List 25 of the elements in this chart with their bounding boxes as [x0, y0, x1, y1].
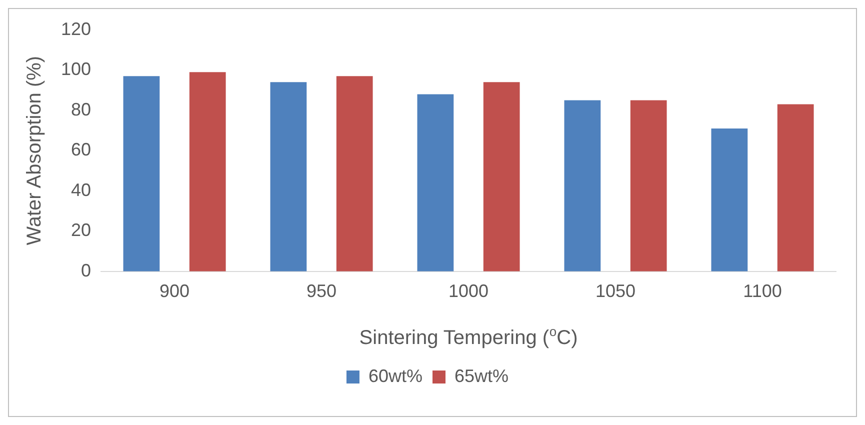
y-tick-label: 80 [71, 99, 92, 120]
y-tick-label: 60 [71, 140, 92, 160]
bar [630, 100, 667, 272]
y-tick-label: 100 [60, 59, 92, 80]
bar [336, 76, 373, 272]
legend-label: 60wt% [368, 366, 423, 386]
y-tick-label: 40 [71, 180, 92, 200]
legend-label: 65wt% [454, 366, 509, 386]
bar [189, 72, 226, 272]
bar [711, 128, 748, 272]
y-axis-title: Water Absorption (%) [24, 56, 46, 246]
bar [270, 82, 307, 272]
x-tick-label: 1000 [448, 281, 489, 302]
bar [123, 76, 160, 272]
bar [777, 104, 814, 272]
y-tick-label: 120 [60, 18, 92, 39]
y-tick-label: 20 [71, 220, 92, 240]
x-tick-label: 900 [160, 281, 190, 302]
bar [483, 82, 520, 272]
y-tick-label: 0 [81, 260, 92, 280]
x-tick-label: 1050 [595, 281, 636, 302]
bar [564, 100, 601, 272]
x-tick-label: 950 [306, 281, 337, 302]
x-tick-label: 1100 [743, 281, 782, 302]
bar [417, 94, 454, 272]
